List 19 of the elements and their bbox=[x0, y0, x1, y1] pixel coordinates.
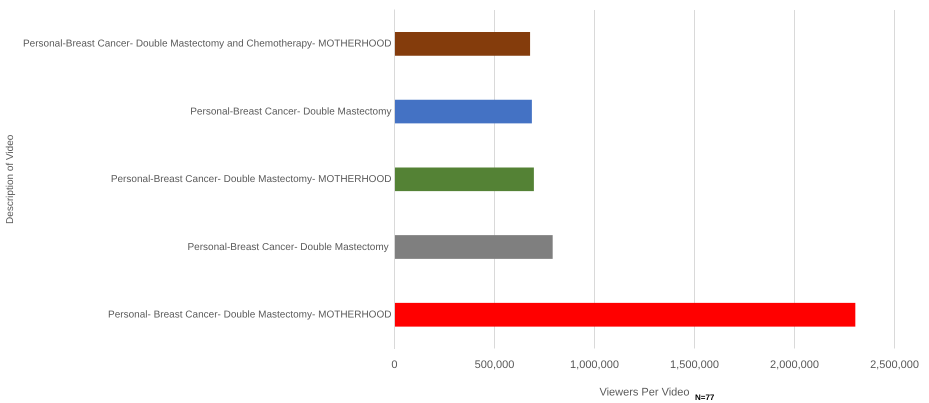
text: N=77 bbox=[695, 393, 714, 402]
y-tick-label: Personal-Breast Cancer- Double Mastectomy and Chemotherapy- MOTHERHOOD bbox=[22, 38, 392, 50]
y-axis-title: Description of Video bbox=[4, 134, 16, 224]
x-tick-label: 1,000,000 bbox=[570, 359, 619, 372]
y-tick-label: Personal-Breast Cancer- Double Mastectomy bbox=[187, 242, 392, 253]
bar bbox=[394, 167, 534, 192]
x-axis-title: Viewers Per Video bbox=[599, 386, 690, 398]
y-tick-label: Personal-Breast Cancer- Double Mastectomy- MOTHERHOOD bbox=[110, 174, 392, 186]
bar bbox=[394, 302, 856, 327]
bar bbox=[394, 235, 553, 259]
y-tick-label: Personal-Breast Cancer- Double Mastectomy bbox=[190, 106, 392, 118]
bar bbox=[394, 32, 530, 56]
bar bbox=[394, 100, 532, 124]
x-tick-label: 0 bbox=[391, 359, 398, 372]
y-tick-label: Personal- Breast Cancer- Double Mastectomy- MOTHERHOOD bbox=[108, 309, 392, 320]
x-tick-label: 500,000 bbox=[474, 359, 514, 372]
x-tick-label: 2,000,000 bbox=[770, 359, 819, 372]
x-tick-label: 2,500,000 bbox=[870, 359, 919, 372]
x-tick-label: 1,500,000 bbox=[670, 359, 719, 372]
